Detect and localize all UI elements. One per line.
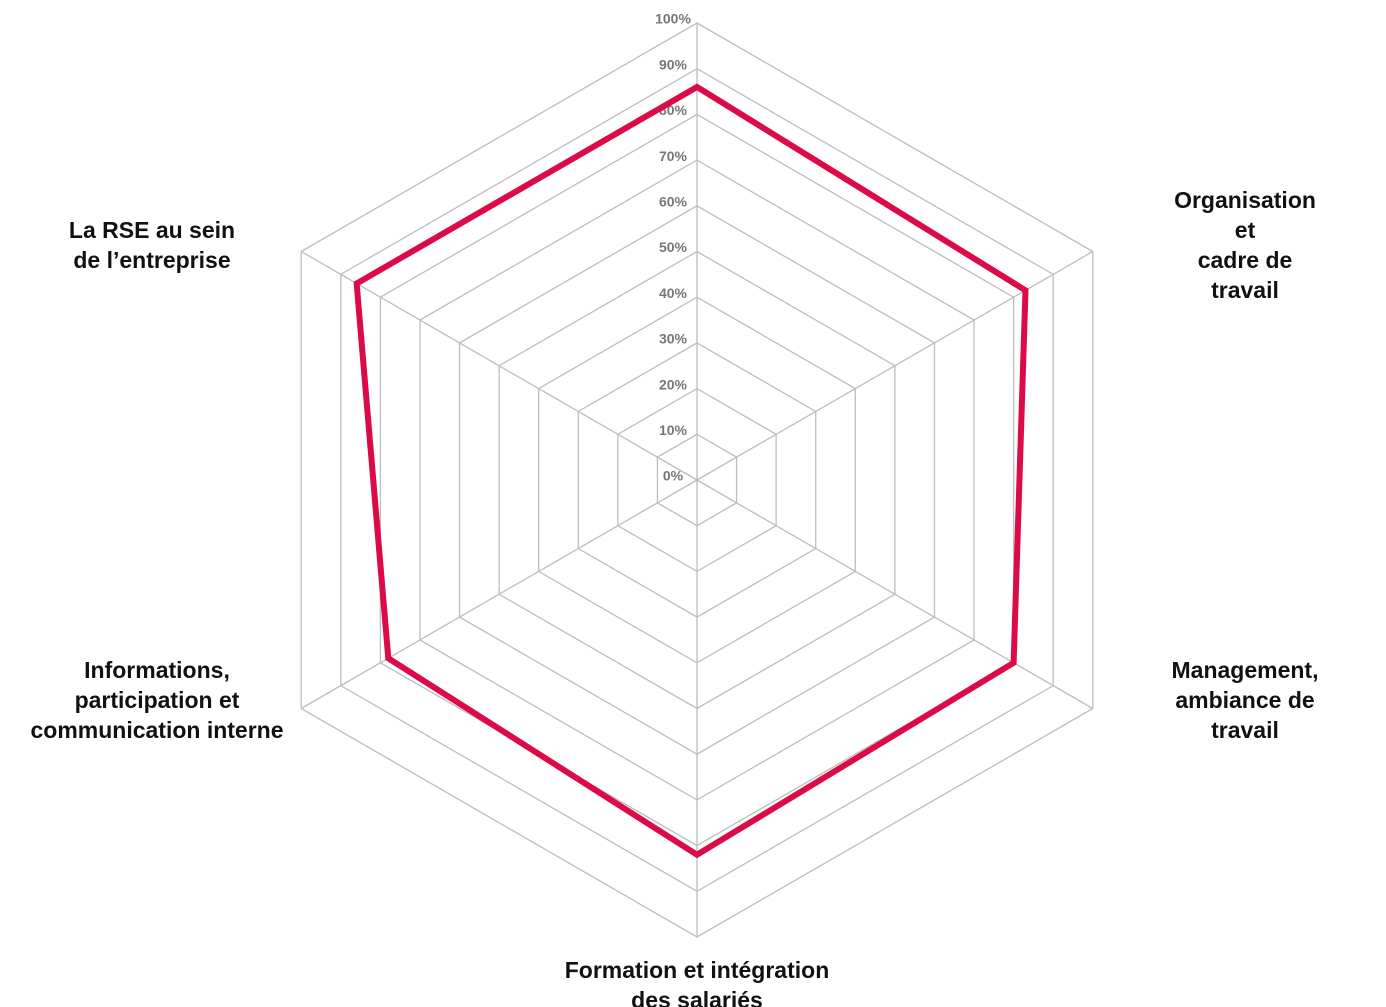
y-tick-label: 20% bbox=[659, 376, 688, 392]
spoke bbox=[300, 479, 698, 710]
y-tick-label: 50% bbox=[659, 239, 688, 255]
y-tick-label: 60% bbox=[659, 194, 688, 210]
spoke bbox=[696, 479, 1094, 710]
y-tick-label: 100% bbox=[655, 11, 691, 27]
category-label: Management, ambiance de travail bbox=[1171, 657, 1319, 743]
y-tick-label: 90% bbox=[659, 56, 688, 72]
series-line bbox=[353, 83, 1029, 859]
category-label: La RSE au sein de l’entreprise bbox=[68, 217, 236, 273]
y-tick-label: 0% bbox=[663, 468, 684, 484]
y-tick-label: 30% bbox=[659, 331, 688, 347]
y-tick-label: 40% bbox=[659, 285, 688, 301]
category-label: Informations, participation et communica… bbox=[30, 657, 284, 743]
category-label: Formation et intégration des salariés bbox=[564, 957, 830, 1007]
category-label: Organisation et cadre de travail bbox=[1174, 187, 1316, 303]
y-tick-label: 10% bbox=[659, 422, 688, 438]
spoke bbox=[300, 250, 698, 481]
y-tick-label: 70% bbox=[659, 148, 688, 164]
